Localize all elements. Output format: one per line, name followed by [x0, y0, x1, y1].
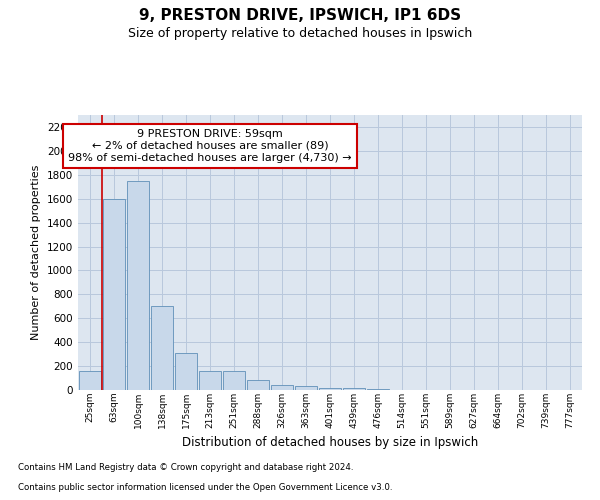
- Bar: [223, 371, 245, 390]
- Bar: [343, 388, 365, 390]
- Bar: [103, 198, 125, 390]
- Y-axis label: Number of detached properties: Number of detached properties: [31, 165, 41, 340]
- Bar: [199, 371, 221, 390]
- Bar: [151, 306, 173, 390]
- Bar: [79, 371, 101, 390]
- Text: 9, PRESTON DRIVE, IPSWICH, IP1 6DS: 9, PRESTON DRIVE, IPSWICH, IP1 6DS: [139, 8, 461, 22]
- X-axis label: Distribution of detached houses by size in Ipswich: Distribution of detached houses by size …: [182, 436, 478, 449]
- Bar: [247, 380, 269, 390]
- Bar: [295, 386, 317, 390]
- Bar: [319, 388, 341, 390]
- Text: Contains HM Land Registry data © Crown copyright and database right 2024.: Contains HM Land Registry data © Crown c…: [18, 464, 353, 472]
- Bar: [175, 353, 197, 390]
- Bar: [271, 384, 293, 390]
- Bar: [127, 181, 149, 390]
- Text: Size of property relative to detached houses in Ipswich: Size of property relative to detached ho…: [128, 28, 472, 40]
- Text: Contains public sector information licensed under the Open Government Licence v3: Contains public sector information licen…: [18, 484, 392, 492]
- Text: 9 PRESTON DRIVE: 59sqm
← 2% of detached houses are smaller (89)
98% of semi-deta: 9 PRESTON DRIVE: 59sqm ← 2% of detached …: [68, 130, 352, 162]
